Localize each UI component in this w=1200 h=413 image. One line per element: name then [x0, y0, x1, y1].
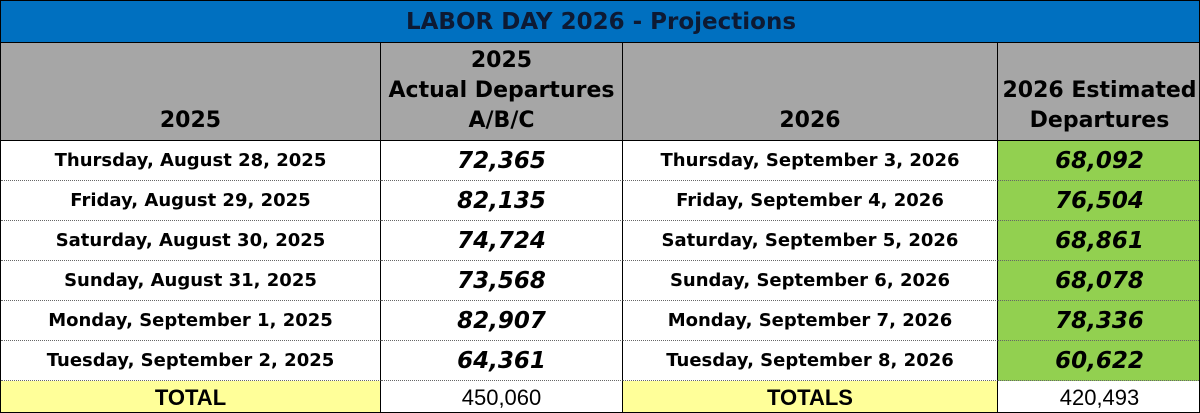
estimated-departures: 68,078	[998, 261, 1199, 301]
column-header: 2026	[623, 43, 998, 141]
date-2026: Friday, September 4, 2026	[623, 181, 998, 221]
column-header: 2026 Estimated Departures	[998, 43, 1199, 141]
estimated-departures: 76,504	[998, 181, 1199, 221]
departures-2025: 82,907	[381, 301, 623, 341]
header-line: 2025	[470, 48, 533, 73]
header-line: A/B/C	[468, 108, 535, 133]
header-line: 2025	[159, 108, 222, 133]
date-2026: Tuesday, September 8, 2026	[623, 341, 998, 381]
header-line: 2026 Estimated	[1002, 78, 1197, 103]
estimated-departures: 68,861	[998, 221, 1199, 261]
total-value: 420,493	[1059, 384, 1140, 410]
date-2026: Monday, September 7, 2026	[623, 301, 998, 341]
table-title: LABOR DAY 2026 - Projections	[1, 1, 1199, 43]
estimated-departures: 60,622	[998, 341, 1199, 381]
date-2025: Monday, September 1, 2025	[1, 301, 381, 341]
column-header: 2025	[1, 43, 381, 141]
departures-2025: 72,365	[381, 141, 623, 181]
departures-2025: 74,724	[381, 221, 623, 261]
estimated-departures: 68,092	[998, 141, 1199, 181]
total-value: 450,060	[381, 381, 623, 412]
date-2025: Friday, August 29, 2025	[1, 181, 381, 221]
date-2026: Sunday, September 6, 2026	[623, 261, 998, 301]
date-2025: Saturday, August 30, 2025	[1, 221, 381, 261]
departures-2025: 82,135	[381, 181, 623, 221]
date-2026: Thursday, September 3, 2026	[623, 141, 998, 181]
total-label: TOTALS	[623, 381, 998, 412]
departures-2025: 73,568	[381, 261, 623, 301]
date-2025: Thursday, August 28, 2025	[1, 141, 381, 181]
header-line: Actual Departures	[388, 78, 615, 103]
column-header: 2025 Actual Departures A/B/C	[381, 43, 623, 141]
date-2026: Saturday, September 5, 2026	[623, 221, 998, 261]
header-line: 2026	[779, 108, 841, 133]
header-line: Departures	[1029, 108, 1170, 133]
date-2025: Tuesday, September 2, 2025	[1, 341, 381, 381]
total-label: TOTAL	[1, 381, 381, 412]
departures-2025: 64,361	[381, 341, 623, 381]
date-2025: Sunday, August 31, 2025	[1, 261, 381, 301]
estimated-departures: 78,336	[998, 301, 1199, 341]
